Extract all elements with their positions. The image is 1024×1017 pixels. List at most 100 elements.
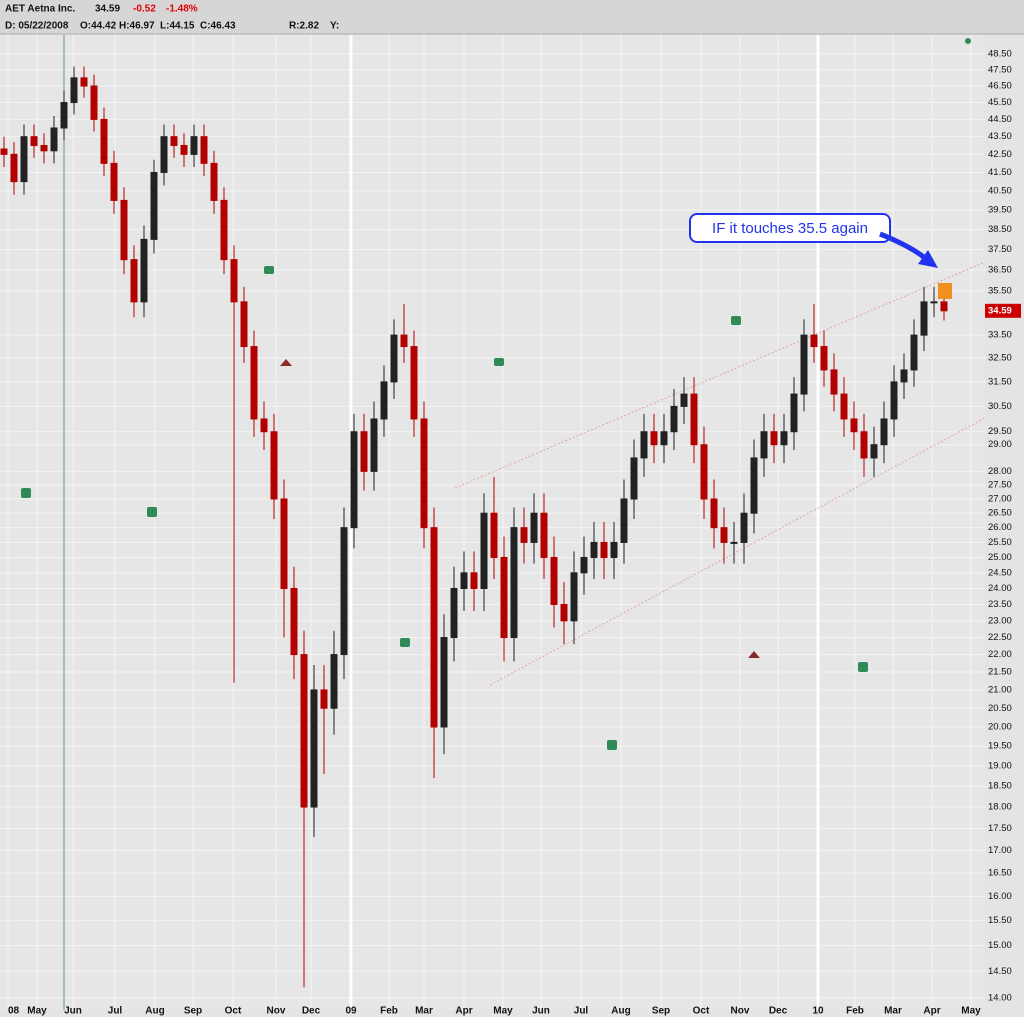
candle-body (510, 527, 518, 639)
y-tick-label: 15.00 (988, 940, 1012, 951)
y-tick-label: 15.50 (988, 915, 1012, 926)
bar-date: D: 05/22/2008 (5, 21, 69, 32)
bar-open: O:44.42 (80, 21, 117, 32)
y-tick-label: 28.00 (988, 466, 1012, 477)
bar-close: C:46.43 (200, 21, 236, 32)
y-tick-label: 25.00 (988, 552, 1012, 563)
y-tick-label: 14.50 (988, 966, 1012, 977)
candle-body (450, 587, 458, 639)
candle-body (260, 418, 268, 433)
y-tick-label: 38.50 (988, 224, 1012, 235)
x-tick-label: 08 (8, 1006, 20, 1017)
candle-body (370, 418, 378, 472)
candle-body (70, 77, 78, 104)
candle-body (840, 393, 848, 420)
candle-body (410, 346, 418, 420)
y-tick-label: 19.00 (988, 760, 1012, 771)
x-tick-label: Apr (923, 1006, 940, 1017)
x-tick-label: Aug (611, 1006, 630, 1017)
candle-body (520, 527, 528, 543)
callout-box (689, 213, 891, 243)
x-tick-label: Sep (652, 1006, 670, 1017)
house-icon (748, 651, 760, 658)
phone-icon (731, 316, 741, 325)
x-tick-label: May (961, 1006, 981, 1017)
y-tick-label: 48.50 (988, 49, 1012, 60)
x-tick-label: Aug (145, 1006, 164, 1017)
candle-body (910, 334, 918, 371)
candle-body (830, 369, 838, 395)
y-tick-label: 18.00 (988, 802, 1012, 813)
y-tick-label: 43.50 (988, 131, 1012, 142)
candle-body (730, 541, 738, 544)
candle-body (710, 498, 718, 529)
y-tick-label: 26.00 (988, 522, 1012, 533)
y-tick-label: 17.50 (988, 823, 1012, 834)
phone-icon (21, 488, 31, 498)
x-tick-label: Nov (731, 1006, 750, 1017)
y-tick-label: 23.50 (988, 599, 1012, 610)
x-tick-label: 09 (345, 1006, 357, 1017)
candle-body (930, 301, 938, 304)
candle-body (570, 572, 578, 622)
candle-body (200, 136, 208, 164)
candle-body (800, 334, 808, 395)
y-tick-label: 20.50 (988, 703, 1012, 714)
y-tick-label: 30.50 (988, 401, 1012, 412)
candle-body (750, 457, 758, 514)
y-tick-label: 29.50 (988, 426, 1012, 437)
house-icon (280, 359, 292, 366)
y-tick-label: 14.00 (988, 992, 1012, 1003)
target-marker (938, 283, 952, 299)
candle-body (430, 527, 438, 728)
y-tick-label: 24.00 (988, 583, 1012, 594)
candle-body (480, 512, 488, 589)
bar-low: L:44.15 (160, 21, 195, 32)
candle-body (110, 162, 118, 201)
y-tick-label: 47.50 (988, 64, 1012, 75)
symbol: AET Aetna Inc. (5, 4, 75, 15)
x-tick-label: Apr (455, 1006, 472, 1017)
y-tick-label: 37.50 (988, 244, 1012, 255)
candle-body (90, 85, 98, 120)
callout-text: IF it touches 35.5 again (712, 220, 868, 237)
y-tick-label: 24.50 (988, 567, 1012, 578)
candle-body (820, 346, 828, 371)
candle-body (720, 527, 728, 543)
candle-body (330, 654, 338, 709)
y-tick-label: 21.00 (988, 684, 1012, 695)
candle-body (60, 102, 68, 129)
y-tick-label: 39.50 (988, 204, 1012, 215)
candle-body (50, 127, 58, 152)
candle-body (220, 199, 228, 261)
y-tick-label: 35.50 (988, 286, 1012, 297)
candle-body (400, 334, 408, 348)
candle-body (660, 431, 668, 446)
y-tick-label: 26.50 (988, 508, 1012, 519)
candle-body (600, 541, 608, 558)
y-tick-label: 25.50 (988, 537, 1012, 548)
phone-icon (147, 507, 157, 517)
candle-body (880, 418, 888, 446)
x-tick-label: Mar (884, 1006, 902, 1017)
candle-body (850, 418, 858, 433)
y-tick-label: 27.00 (988, 494, 1012, 505)
phone-icon (400, 638, 410, 647)
candle-body (360, 431, 368, 472)
price-tag: 34.59 (988, 305, 1012, 316)
candle-body (150, 171, 158, 240)
y-tick-label: 20.00 (988, 722, 1012, 733)
event-icons (21, 38, 971, 750)
candle-body (380, 381, 388, 420)
candle-body (500, 556, 508, 639)
candle-body (760, 431, 768, 459)
x-tick-label: Dec (769, 1006, 788, 1017)
x-tick-label: Jul (108, 1006, 123, 1017)
candle-body (270, 431, 278, 500)
candle-body (790, 393, 798, 433)
y-tick-label: 22.50 (988, 632, 1012, 643)
candle-body (460, 572, 468, 589)
candle-body (740, 512, 748, 543)
price-tag-box (985, 303, 1021, 318)
candle-body (610, 541, 618, 558)
